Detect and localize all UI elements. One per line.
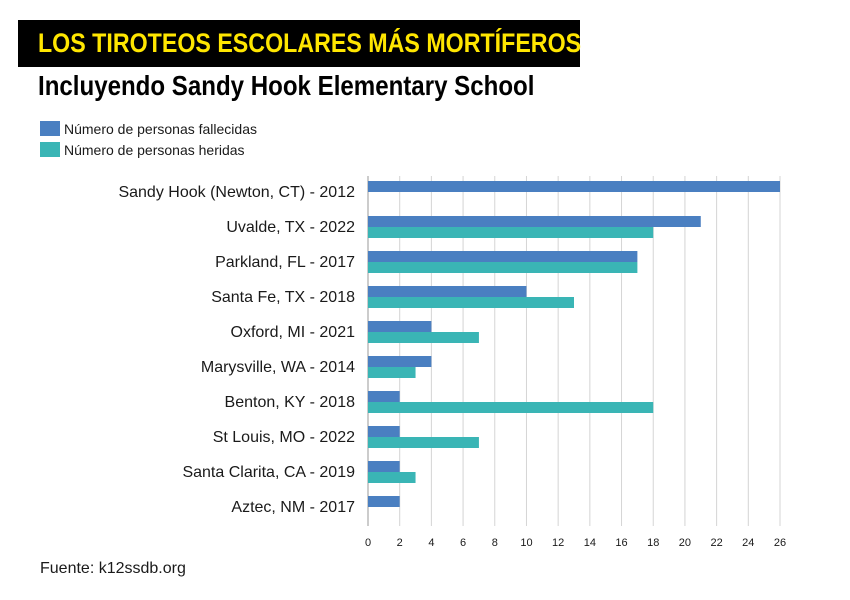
category-label: Uvalde, TX - 2022 (226, 219, 355, 236)
bar-injured (368, 227, 654, 238)
bar-injured (368, 437, 479, 448)
bar-killed (368, 181, 780, 192)
x-tick-label-18: 18 (647, 537, 659, 549)
x-tick-label-22: 22 (710, 537, 722, 549)
category-label: Marysville, WA - 2014 (201, 359, 355, 376)
bar-killed (368, 391, 400, 402)
category-label: Sandy Hook (Newton, CT) - 2012 (118, 184, 355, 201)
x-tick-label-10: 10 (520, 537, 532, 549)
bar-injured (368, 472, 416, 483)
category-label: Aztec, NM - 2017 (231, 499, 355, 516)
bar-killed (368, 496, 400, 507)
chart-subtitle: Incluyendo Sandy Hook Elementary School (38, 70, 535, 101)
bar-injured (368, 332, 479, 343)
legend-swatch-injured (40, 142, 60, 157)
category-label: Benton, KY - 2018 (225, 394, 356, 411)
bar-killed (368, 251, 638, 262)
category-label: St Louis, MO - 2022 (213, 429, 355, 446)
bar-injured (368, 367, 416, 378)
legend-swatch-killed (40, 121, 60, 136)
bar-killed (368, 356, 432, 367)
category-label: Oxford, MI - 2021 (231, 324, 356, 341)
x-tick-label-8: 8 (492, 537, 498, 549)
source-note: Fuente: k12ssdb.org (40, 560, 186, 577)
legend-label-injured: Número de personas heridas (64, 141, 245, 158)
legend: Número de personas fallecidas Número de … (40, 118, 257, 160)
chart-title: LOS TIROTEOS ESCOLARES MÁS MORTÍFEROS (38, 28, 582, 58)
category-label: Santa Clarita, CA - 2019 (182, 464, 355, 481)
x-tick-label-2: 2 (397, 537, 403, 549)
category-label: Parkland, FL - 2017 (215, 254, 355, 271)
bar-injured (368, 262, 638, 273)
bar-killed (368, 461, 400, 472)
x-tick-label-26: 26 (774, 537, 786, 549)
bar-killed (368, 286, 527, 297)
x-tick-label-16: 16 (615, 537, 627, 549)
bar-killed (368, 426, 400, 437)
x-tick-label-4: 4 (428, 537, 434, 549)
bar-injured (368, 402, 654, 413)
bar-injured (368, 297, 574, 308)
category-label: Santa Fe, TX - 2018 (211, 289, 355, 306)
x-tick-label-0: 0 (365, 537, 371, 549)
x-tick-label-24: 24 (742, 537, 754, 549)
bar-killed (368, 321, 432, 332)
legend-label-killed: Número de personas fallecidas (64, 120, 257, 137)
bar-killed (368, 216, 701, 227)
legend-item-killed: Número de personas fallecidas (40, 118, 257, 139)
x-tick-label-14: 14 (584, 537, 596, 549)
x-tick-label-12: 12 (552, 537, 564, 549)
x-tick-label-20: 20 (679, 537, 691, 549)
legend-item-injured: Número de personas heridas (40, 139, 257, 160)
x-tick-label-6: 6 (460, 537, 466, 549)
title-bar: LOS TIROTEOS ESCOLARES MÁS MORTÍFEROS (18, 20, 582, 67)
